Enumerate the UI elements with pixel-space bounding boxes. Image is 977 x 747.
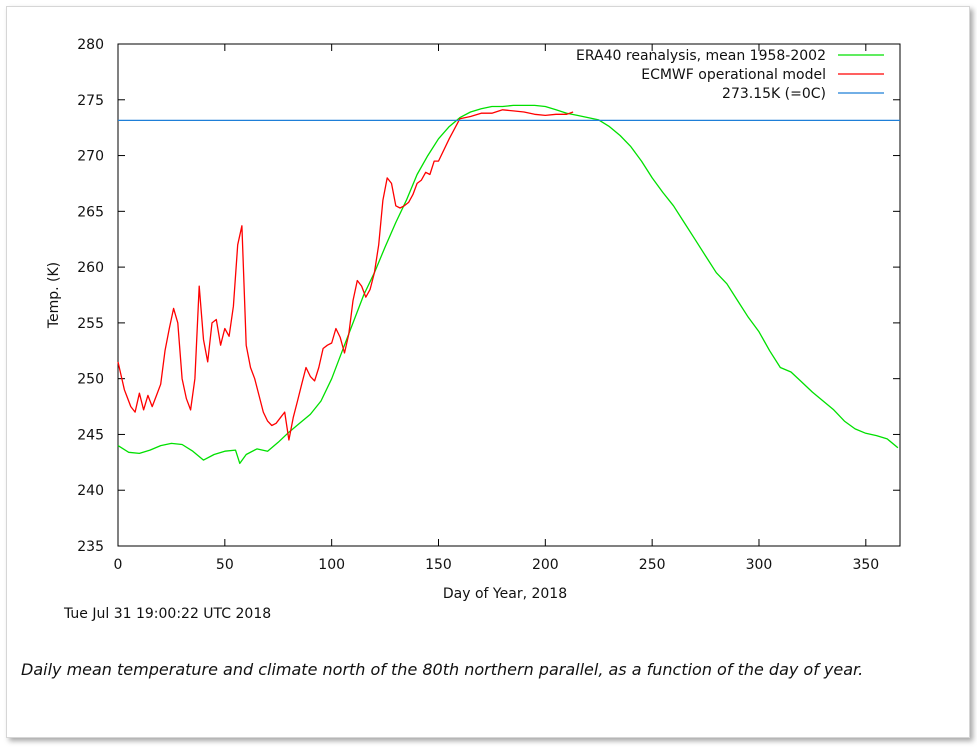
y-tick-label: 235 xyxy=(77,539,104,555)
legend-item-freezing-label: 273.15K (=0C) xyxy=(722,86,826,102)
x-tick-label: 250 xyxy=(639,557,666,573)
x-tick-label: 100 xyxy=(318,557,345,573)
figure-frame xyxy=(6,6,970,738)
x-tick-label: 300 xyxy=(746,557,773,573)
y-tick-label: 260 xyxy=(77,260,104,276)
y-tick-label: 250 xyxy=(77,372,104,388)
x-tick-label: 150 xyxy=(425,557,452,573)
ecmwf-series-line xyxy=(117,109,574,441)
x-axis-label: Day of Year, 2018 xyxy=(443,586,567,602)
y-tick-label: 275 xyxy=(77,93,104,109)
y-tick-label: 280 xyxy=(77,37,104,53)
y-axis-label: Temp. (K) xyxy=(46,262,62,329)
y-tick-label: 245 xyxy=(77,427,104,443)
x-tick-label: 0 xyxy=(114,557,123,573)
legend-item-ecmwf-label: ECMWF operational model xyxy=(641,67,826,83)
x-tick-label: 200 xyxy=(532,557,559,573)
y-tick-label: 270 xyxy=(77,149,104,165)
era40-series-line xyxy=(117,104,899,465)
legend-item-era40-label: ERA40 reanalysis, mean 1958-2002 xyxy=(576,48,826,64)
timestamp: Tue Jul 31 19:00:22 UTC 2018 xyxy=(64,606,272,622)
y-tick-label: 255 xyxy=(77,316,104,332)
temperature-chart: 235 240 245 250 255 260 265 270 275 280 0 50 100 150 2… xyxy=(46,37,901,602)
y-tick-label: 240 xyxy=(77,483,104,499)
plot-area xyxy=(117,43,901,547)
figure-caption: Daily mean temperature and climate north… xyxy=(21,660,864,679)
y-tick-label: 265 xyxy=(77,204,104,220)
x-tick-label: 50 xyxy=(216,557,234,573)
x-tick-label: 350 xyxy=(852,557,879,573)
